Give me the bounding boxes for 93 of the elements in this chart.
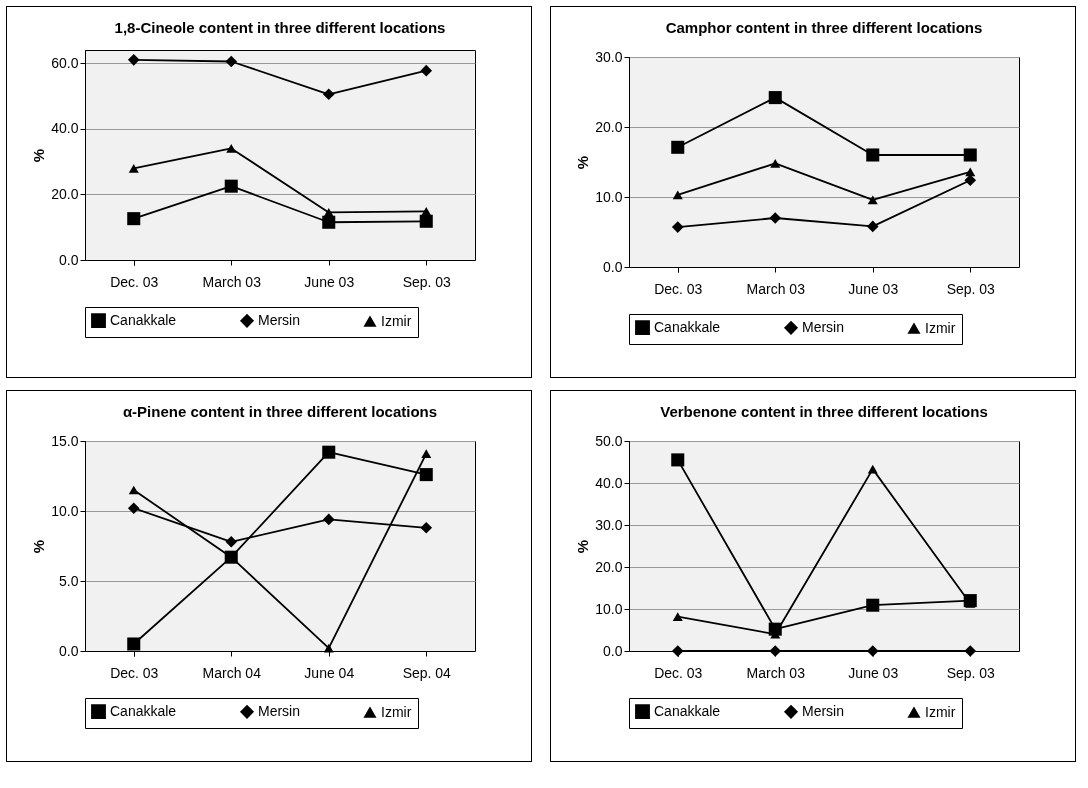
point (323, 208, 334, 217)
y-axis-title: % (574, 155, 592, 170)
point (323, 643, 334, 653)
point (322, 445, 336, 459)
point (770, 159, 781, 168)
y-tick-label: 0.0 (603, 642, 623, 659)
point (224, 179, 238, 193)
x-tick-label: June 04 (304, 664, 355, 681)
point (420, 521, 433, 534)
point (421, 449, 432, 458)
point (127, 637, 141, 651)
y-tick-label: 15.0 (51, 432, 79, 449)
y-tick-label: 10.0 (595, 600, 623, 617)
y-tick-label: 0.0 (59, 642, 79, 659)
x-tick-label: June 03 (848, 664, 899, 681)
point (419, 214, 433, 228)
point (671, 645, 684, 657)
x-tick-label: Dec. 03 (110, 664, 159, 681)
y-tick-label: 0.0 (59, 251, 79, 268)
point (671, 140, 685, 154)
point (226, 144, 237, 153)
legend-label: Mersin (802, 318, 845, 335)
point (128, 164, 139, 173)
point (672, 190, 683, 200)
y-tick-label: 10.0 (51, 502, 79, 519)
legend-label: Izmir (925, 319, 956, 336)
y-axis-title: % (30, 539, 48, 554)
point (225, 55, 238, 68)
y-tick-label: 0.0 (603, 258, 623, 275)
x-tick-label: March 03 (746, 280, 806, 297)
point (769, 212, 782, 224)
y-axis-title: % (30, 148, 48, 163)
y-tick-label: 5.0 (59, 572, 79, 589)
x-tick-label: Dec. 03 (110, 273, 159, 290)
x-tick-label: Dec. 03 (654, 280, 703, 297)
y-axis-title: % (574, 539, 592, 554)
x-tick-label: June 03 (848, 280, 899, 297)
chart-title: Camphor content in three different locations (665, 19, 983, 36)
chart-title: α-Pinene content in three different locations (122, 403, 438, 420)
x-tick-label: March 03 (746, 664, 806, 681)
point (964, 645, 977, 657)
point (866, 598, 880, 612)
y-tick-label: 40.0 (595, 474, 623, 491)
point (127, 54, 140, 66)
point (127, 212, 141, 226)
x-tick-label: Sep. 03 (946, 664, 996, 681)
legend-label: Mersin (802, 702, 845, 719)
chart-title: 1,8-Cineole content in three different locations (114, 19, 446, 36)
point (322, 513, 335, 526)
point (866, 220, 879, 233)
x-tick-label: Sep. 03 (946, 280, 996, 297)
point (420, 64, 433, 77)
legend-label: Canakkale (110, 702, 177, 719)
point (421, 207, 432, 216)
x-tick-label: June 03 (304, 273, 355, 290)
y-tick-label: 20.0 (51, 185, 79, 202)
legend-label: Izmir (381, 703, 412, 720)
point (128, 485, 139, 495)
point (322, 215, 336, 229)
y-tick-label: 60.0 (51, 54, 79, 71)
x-tick-label: Dec. 03 (654, 664, 703, 681)
point (963, 148, 977, 162)
y-tick-label: 50.0 (595, 432, 623, 449)
legend-label: Izmir (925, 703, 956, 720)
point (225, 535, 238, 548)
chart-title: Verbenone content in three different locations (660, 403, 988, 420)
point (671, 453, 685, 467)
legend-label: Canakkale (654, 318, 721, 335)
point (671, 221, 684, 233)
x-tick-label: March 04 (202, 664, 262, 681)
legend-label: Mersin (258, 311, 301, 328)
legend-label: Mersin (258, 702, 301, 719)
legend-label: Canakkale (110, 311, 177, 328)
y-tick-label: 10.0 (595, 188, 623, 205)
point (322, 88, 335, 101)
y-tick-label: 20.0 (595, 558, 623, 575)
x-tick-label: March 03 (202, 273, 262, 290)
x-tick-label: Sep. 03 (402, 273, 452, 290)
legend-label: Izmir (381, 312, 412, 329)
point (867, 464, 878, 474)
point (672, 612, 683, 621)
point (867, 195, 878, 205)
y-tick-label: 30.0 (595, 516, 623, 533)
point (768, 91, 782, 105)
x-tick-label: Sep. 04 (402, 664, 452, 681)
point (965, 167, 976, 177)
point (866, 148, 880, 162)
y-tick-label: 40.0 (51, 120, 79, 137)
point (127, 502, 140, 515)
legend-label: Canakkale (654, 702, 721, 719)
y-tick-label: 30.0 (595, 48, 623, 65)
y-tick-label: 20.0 (595, 118, 623, 135)
point (419, 468, 433, 482)
